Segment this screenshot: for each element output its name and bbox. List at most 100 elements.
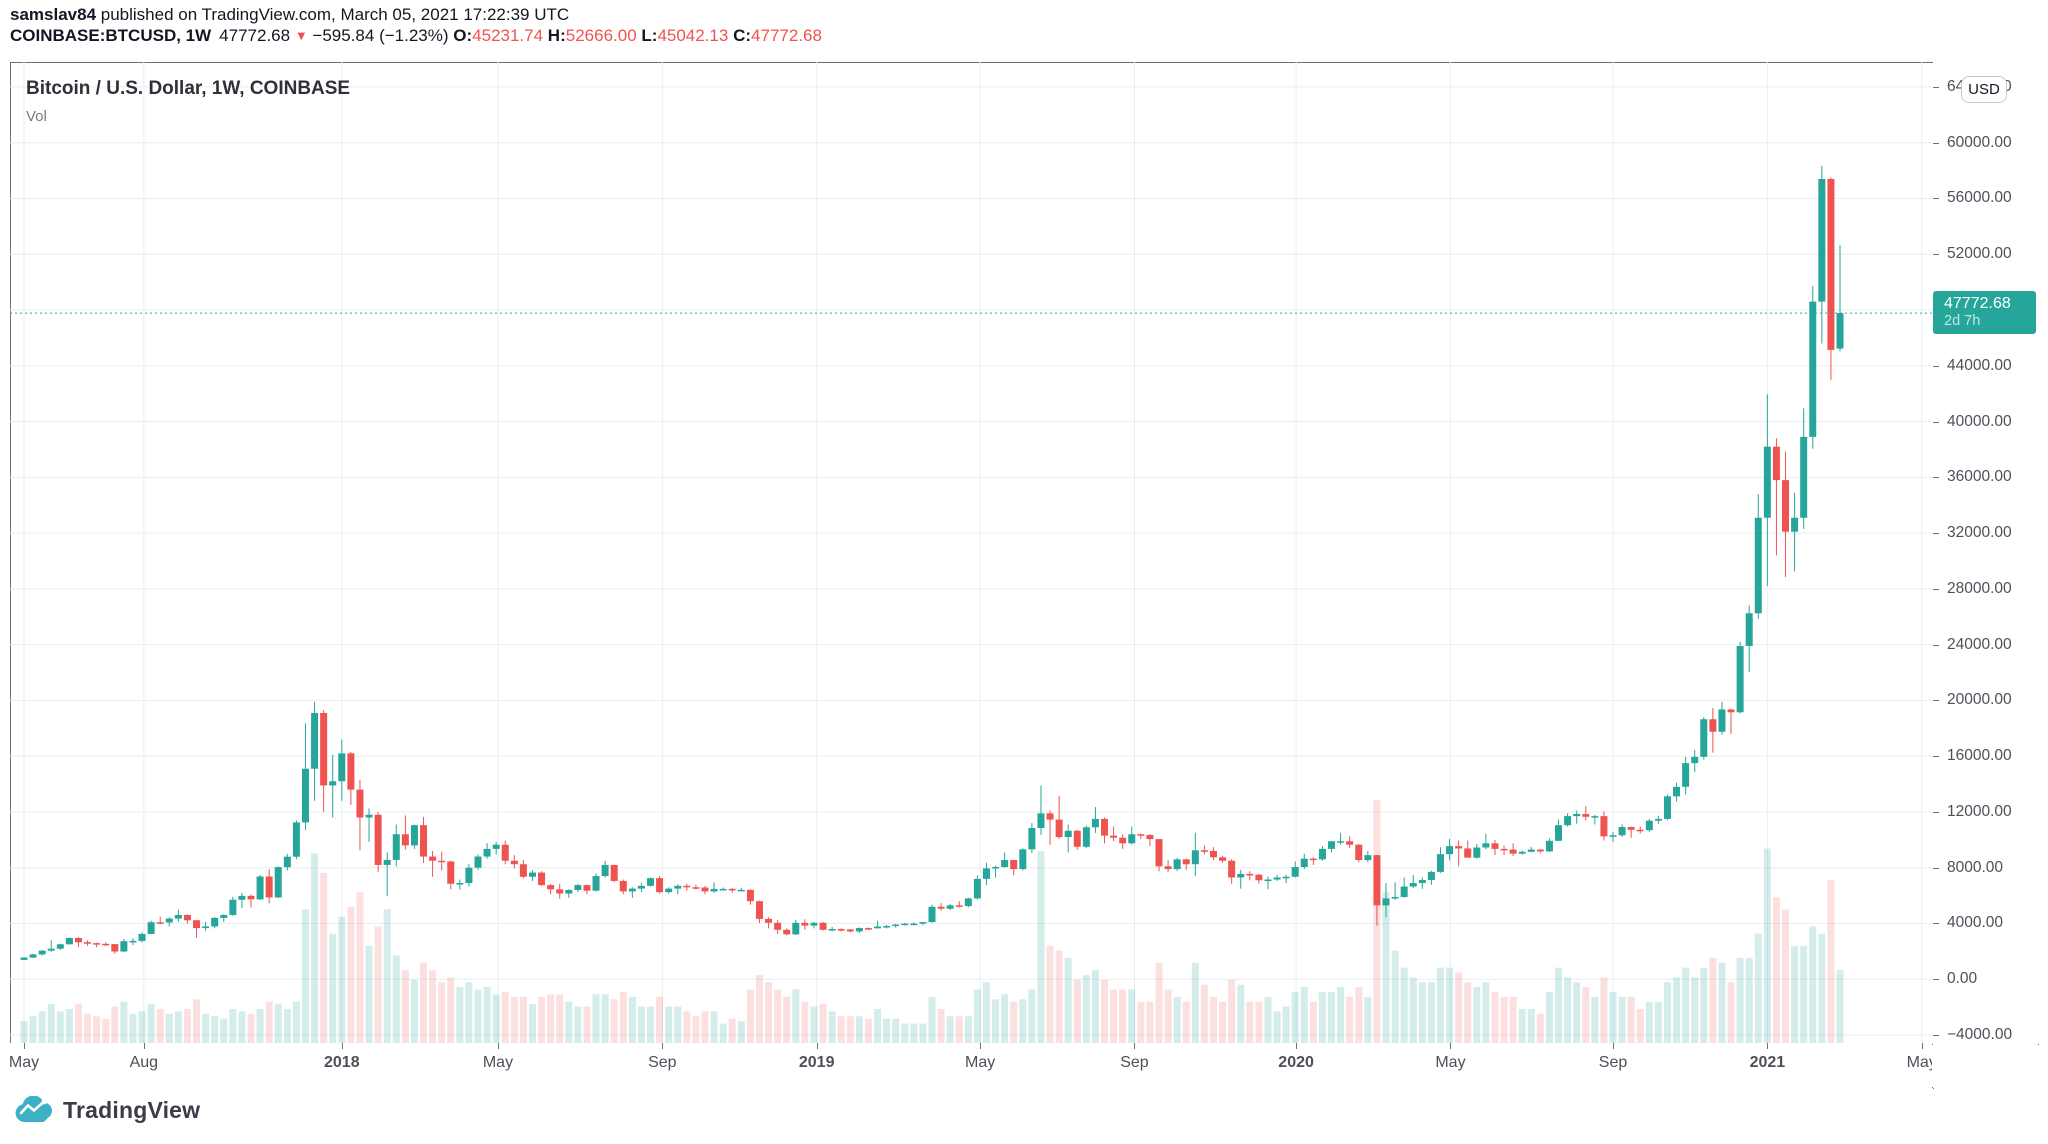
volume-bar xyxy=(1246,1001,1254,1043)
candle-body xyxy=(610,864,618,881)
volume-bar xyxy=(165,1013,173,1043)
candle-body xyxy=(292,822,300,857)
volume-bar xyxy=(774,989,782,1043)
volume-bar xyxy=(737,1021,745,1043)
volume-indicator-label[interactable]: Vol xyxy=(26,108,47,125)
price-tick xyxy=(1933,533,1939,535)
volume-bar xyxy=(138,1011,146,1043)
candle-body xyxy=(456,883,464,885)
candle-body xyxy=(892,924,900,927)
price-tick xyxy=(1933,588,1939,590)
candle-body xyxy=(1482,843,1490,848)
volume-bar xyxy=(1055,950,1063,1043)
publish-text: published on TradingView.com, March 05, … xyxy=(96,5,570,24)
candle-body xyxy=(665,888,673,893)
candle-body xyxy=(1736,646,1744,713)
candle-body xyxy=(1273,877,1281,880)
volume-bar xyxy=(1019,999,1027,1043)
candle-body xyxy=(719,888,727,891)
candle-body xyxy=(84,942,92,944)
volume-bar xyxy=(274,1004,282,1043)
candle-body xyxy=(883,925,891,928)
volume-bar xyxy=(1527,1008,1535,1043)
volume-bar xyxy=(1155,962,1163,1043)
candle-body xyxy=(383,859,391,865)
volume-bar xyxy=(1491,991,1499,1043)
volume-bar xyxy=(1001,994,1009,1043)
price-axis-label: 56000.00 xyxy=(1947,189,2012,207)
candle-body xyxy=(1019,849,1027,870)
candle-body xyxy=(1337,841,1345,843)
candle-body xyxy=(483,848,491,857)
volume-bar xyxy=(928,996,936,1043)
candle-body xyxy=(47,948,55,951)
price-tick xyxy=(1933,700,1939,702)
candle-body xyxy=(574,885,582,891)
volume-bar xyxy=(746,989,754,1043)
price-axis[interactable]: 64000.0060000.0056000.0052000.0044000.00… xyxy=(1933,62,2038,1043)
volume-bar xyxy=(1291,991,1299,1043)
candle-body xyxy=(238,895,246,900)
tradingview-brand[interactable]: TradingView xyxy=(14,1096,200,1124)
price-axis-label: 0.00 xyxy=(1947,970,1978,988)
volume-bar xyxy=(20,1021,28,1043)
candle-body xyxy=(955,905,963,907)
volume-bar xyxy=(102,1018,110,1043)
time-tick xyxy=(662,1043,664,1049)
volume-bar xyxy=(801,1001,809,1043)
volume-bar xyxy=(183,1008,191,1043)
candle-body xyxy=(265,876,273,898)
volume-bar xyxy=(701,1011,709,1043)
candle-body xyxy=(1446,846,1454,855)
volume-bar xyxy=(1663,982,1671,1043)
volume-bar xyxy=(1582,987,1590,1043)
candle-body xyxy=(1727,709,1735,713)
candle-body xyxy=(1718,709,1726,732)
candle-body xyxy=(1745,613,1753,647)
volume-bar xyxy=(1237,984,1245,1043)
volume-bar xyxy=(347,906,355,1043)
candle-body xyxy=(1409,883,1417,887)
candle-body xyxy=(1536,849,1544,852)
time-tick xyxy=(1296,1043,1298,1049)
volume-bar xyxy=(874,1008,882,1043)
currency-toggle-button[interactable]: USD xyxy=(1961,76,2007,103)
time-axis-label: 2021 xyxy=(1749,1054,1786,1071)
volume-bar xyxy=(837,1016,845,1043)
tradingview-logo-text: TradingView xyxy=(63,1096,201,1123)
volume-bar xyxy=(1709,957,1717,1043)
candle-body xyxy=(1128,834,1136,844)
time-axis-label: May xyxy=(10,1054,40,1071)
volume-bar xyxy=(1300,987,1308,1043)
time-axis-label: Aug xyxy=(129,1054,159,1071)
candle-body xyxy=(438,860,446,863)
candle-body xyxy=(1564,816,1572,826)
candle-body xyxy=(982,868,990,879)
chart-title[interactable]: Bitcoin / U.S. Dollar, 1W, COINBASE xyxy=(26,78,351,99)
volume-bar xyxy=(1564,977,1572,1043)
candle-body xyxy=(1591,816,1599,818)
time-axis-label: May xyxy=(1435,1054,1466,1071)
candle-body xyxy=(1827,178,1835,350)
candle-body xyxy=(874,926,882,929)
candle-body xyxy=(1300,858,1308,868)
candle-body xyxy=(1255,874,1263,881)
volume-bar xyxy=(619,991,627,1043)
time-tick xyxy=(497,1043,499,1049)
volume-bar xyxy=(601,994,609,1043)
candle-body xyxy=(1264,879,1272,882)
volume-bar xyxy=(574,1006,582,1043)
time-axis[interactable]: May Aug 2018 May Sep 2019 May Sep 2020 May Sep 2021… xyxy=(10,1043,1932,1088)
volume-bar xyxy=(955,1016,963,1043)
price-tick xyxy=(1933,811,1939,813)
candlestick-plot[interactable] xyxy=(10,62,1932,1043)
volume-bar xyxy=(1037,851,1045,1043)
volume-bar xyxy=(719,1023,727,1043)
candle-body xyxy=(946,905,954,909)
candle-body xyxy=(901,923,909,926)
price-tick xyxy=(1933,421,1939,423)
price-axis-label: 4000.00 xyxy=(1947,914,2004,932)
time-tick xyxy=(1921,1043,1923,1049)
volume-bar xyxy=(1219,1001,1227,1043)
volume-bar xyxy=(992,999,1000,1043)
